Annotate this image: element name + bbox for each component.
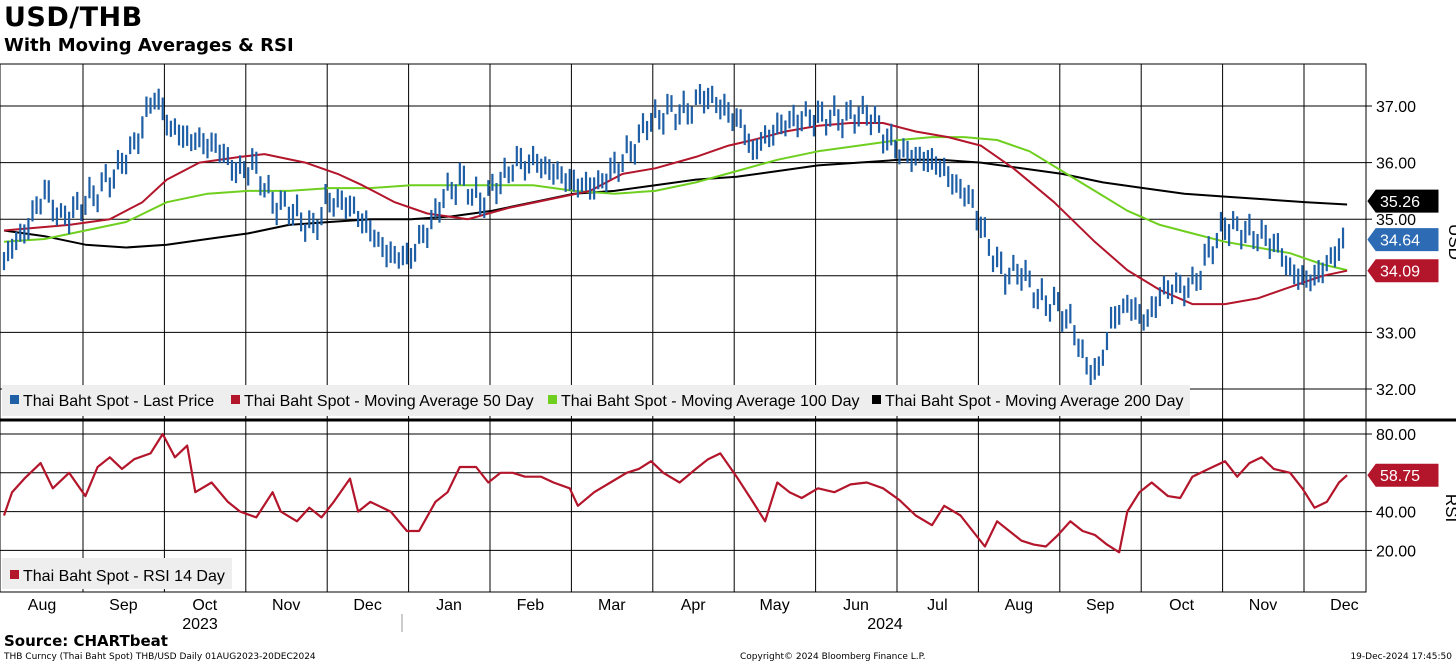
y-tick-label: 40.00 xyxy=(1376,505,1416,522)
ma200-end-tag-text: 35.26 xyxy=(1380,194,1420,211)
ma200-end-tag xyxy=(1367,189,1439,213)
x-tick-label: Jun xyxy=(843,597,869,614)
legend-label: Thai Baht Spot - Moving Average 200 Day xyxy=(885,393,1184,410)
y-tick-label: 33.00 xyxy=(1376,325,1416,342)
ma100-line xyxy=(3,136,1348,272)
ma50-line xyxy=(3,122,1348,306)
x-tick-label: Jan xyxy=(436,597,462,614)
y-tick-label: 37.00 xyxy=(1376,99,1416,116)
legend-swatch xyxy=(231,395,240,404)
x-tick-label: Aug xyxy=(1005,597,1033,614)
footer-timestamp: 19-Dec-2024 17:45:50 xyxy=(1350,652,1452,662)
footer-description: THB Curncy (Thai Baht Spot) THB/USD Dail… xyxy=(4,652,316,662)
y-tick-label: 36.00 xyxy=(1376,156,1416,173)
price-end-tag-text: 34.64 xyxy=(1380,233,1420,250)
x-tick-label: May xyxy=(759,597,789,614)
rsi-end-tag-text: 58.75 xyxy=(1380,468,1420,485)
chart-subtitle: With Moving Averages & RSI xyxy=(4,35,294,56)
price-panel xyxy=(0,63,1367,421)
y-axis-label: RSI xyxy=(1442,494,1456,522)
y-axis-label: USD xyxy=(1445,224,1456,260)
legend-label: Thai Baht Spot - Moving Average 100 Day xyxy=(561,393,860,410)
rsi-legend-box xyxy=(2,558,232,589)
price-end-tag xyxy=(1367,228,1439,252)
ma200-line xyxy=(3,158,1348,249)
source-note: Source: CHARTbeat xyxy=(4,632,168,650)
price-bars xyxy=(2,83,1345,386)
x-tick-label: Oct xyxy=(1169,597,1194,614)
legend-swatch xyxy=(10,395,19,404)
legend-swatch xyxy=(10,570,19,579)
y-tick-label: 35.00 xyxy=(1376,212,1416,229)
x-tick-label: Sep xyxy=(109,597,138,614)
y-tick-label: 20.00 xyxy=(1376,543,1416,560)
x-tick-label: Oct xyxy=(192,597,217,614)
rsi-line xyxy=(2,432,1348,554)
x-year-label: 2023 xyxy=(182,616,218,633)
x-tick-label: Dec xyxy=(353,597,381,614)
x-tick-label: Nov xyxy=(272,597,300,614)
legend-swatch xyxy=(872,395,881,404)
x-year-label: 2024 xyxy=(867,616,903,633)
legend-label: Thai Baht Spot - Moving Average 50 Day xyxy=(244,393,534,410)
y-tick-label: 32.00 xyxy=(1376,382,1416,399)
x-tick-label: Dec xyxy=(1330,597,1358,614)
legend-swatch xyxy=(548,395,557,404)
rsi-end-tag xyxy=(1367,463,1439,487)
ma50-end-tag xyxy=(1367,259,1439,283)
x-tick-label: Sep xyxy=(1086,597,1115,614)
y-tick-label: 80.00 xyxy=(1376,427,1416,444)
chart-title: USD/THB xyxy=(4,2,143,33)
footer-copyright: Copyright© 2024 Bloomberg Finance L.P. xyxy=(740,652,926,662)
ma50-end-tag-text: 34.09 xyxy=(1380,264,1420,281)
x-tick-label: Feb xyxy=(517,597,545,614)
x-tick-label: Mar xyxy=(598,597,626,614)
price-legend-box xyxy=(2,385,1190,416)
x-tick-label: Apr xyxy=(681,597,707,614)
x-tick-label: Nov xyxy=(1249,597,1277,614)
x-tick-label: Aug xyxy=(28,597,56,614)
legend-label: Thai Baht Spot - Last Price xyxy=(23,393,214,410)
legend-label: Thai Baht Spot - RSI 14 Day xyxy=(23,568,225,585)
x-tick-label: Jul xyxy=(927,597,947,614)
